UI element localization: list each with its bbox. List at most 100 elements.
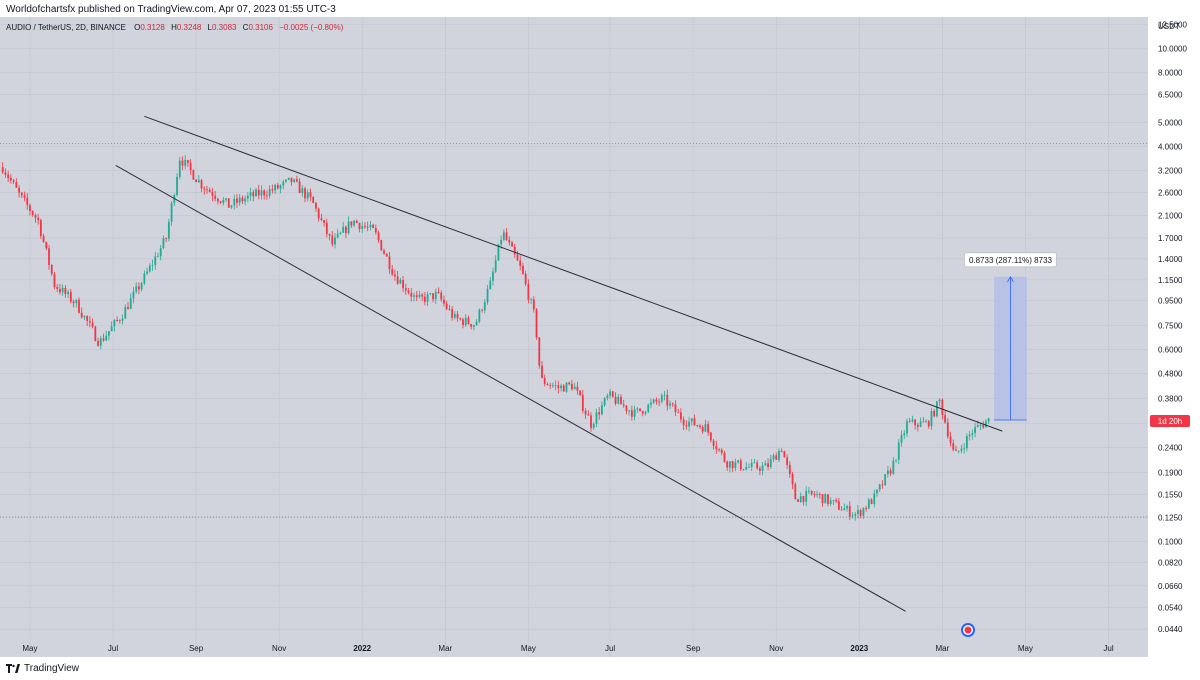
candle-body xyxy=(263,190,266,196)
candle-body xyxy=(936,401,938,417)
candle-body xyxy=(227,198,230,208)
candle-body xyxy=(434,291,437,300)
candle-body xyxy=(922,421,925,423)
candle-body xyxy=(124,307,127,319)
candle-body xyxy=(505,232,508,240)
candle-body xyxy=(524,273,527,284)
candle-body xyxy=(372,224,375,228)
candle-body xyxy=(108,331,110,336)
candle-body xyxy=(873,493,876,505)
candle-body xyxy=(778,450,780,460)
candle-body xyxy=(516,254,519,261)
y-tick-label: 0.0540 xyxy=(1158,603,1183,612)
candle-body xyxy=(440,292,443,300)
candle-body xyxy=(900,435,903,443)
candle-body xyxy=(788,464,791,474)
candle-body xyxy=(195,179,197,183)
candle-body xyxy=(59,288,61,293)
candle-body xyxy=(42,236,45,242)
candle-body xyxy=(737,460,739,463)
price-chart[interactable]: 0.8733 (287.11%) 8733 12.5000 10.0000 8.00… xyxy=(0,0,1200,662)
candle-body xyxy=(410,292,413,297)
upper-trendline xyxy=(144,115,1003,432)
candle-body xyxy=(726,461,729,468)
x-tick-label: Mar xyxy=(935,644,949,653)
candle-body xyxy=(818,494,821,495)
candle-body xyxy=(39,220,42,237)
candle-body xyxy=(249,192,252,196)
candle-body xyxy=(949,436,952,444)
candle-body xyxy=(225,198,227,200)
candle-body xyxy=(157,256,159,257)
candle-body xyxy=(865,507,868,509)
candle-body xyxy=(252,192,255,197)
trendlines[interactable] xyxy=(115,115,1003,612)
candle-body xyxy=(4,172,7,175)
y-tick-label: 3.2000 xyxy=(1158,166,1183,175)
candle-body xyxy=(423,296,426,302)
x-tick-label: 2023 xyxy=(850,644,868,653)
measure-label-box xyxy=(964,252,1057,268)
change-value: −0.0025 (−0.80%) xyxy=(279,23,343,32)
measure-label: 0.8733 (287.11%) 8733 xyxy=(969,256,1053,265)
candle-body xyxy=(562,385,565,392)
plot-area[interactable] xyxy=(0,17,1148,657)
candle-body xyxy=(255,189,257,197)
measure-tool[interactable]: 0.8733 (287.11%) 8733 xyxy=(964,252,1057,421)
candle-body xyxy=(571,384,573,390)
candle-body xyxy=(876,489,878,494)
candle-body xyxy=(963,448,966,450)
brand-name: TradingView xyxy=(24,663,80,674)
y-tick-label: 0.6000 xyxy=(1158,346,1183,355)
candle-body xyxy=(701,426,704,432)
candle-body xyxy=(541,365,543,378)
candle-body xyxy=(187,160,189,163)
y-tick-label: 0.1550 xyxy=(1158,490,1183,499)
candle-body xyxy=(45,241,48,249)
low-value: 0.3083 xyxy=(212,23,237,32)
candle-body xyxy=(301,188,304,194)
candle-body xyxy=(636,408,639,410)
candle-body xyxy=(658,401,661,403)
candle-body xyxy=(546,384,549,386)
candle-body xyxy=(693,418,696,426)
candle-body xyxy=(644,411,647,414)
candle-body xyxy=(919,421,922,427)
x-tick-label: Mar xyxy=(438,644,452,653)
candle-body xyxy=(383,250,385,254)
candle-body xyxy=(80,312,83,318)
candle-body xyxy=(680,412,682,420)
publish-attribution: Worldofchartsfx published on TradingView… xyxy=(6,4,336,15)
price-axis[interactable] xyxy=(1148,17,1200,657)
candle-body xyxy=(464,317,467,326)
candle-body xyxy=(178,160,181,177)
candle-body xyxy=(459,318,462,320)
candle-body xyxy=(83,316,86,318)
candle-body xyxy=(677,412,680,413)
candle-body xyxy=(957,450,960,452)
candle-body xyxy=(974,427,976,434)
candle-body xyxy=(453,314,456,318)
candle-body xyxy=(748,466,750,468)
y-tick-label: 0.4800 xyxy=(1158,369,1183,378)
y-tick-label: 0.1900 xyxy=(1158,469,1183,478)
candle-body xyxy=(350,221,353,226)
candle-body xyxy=(508,239,511,243)
flag-icon[interactable] xyxy=(961,623,975,637)
x-tick-label: Nov xyxy=(769,644,783,653)
candle-body xyxy=(805,491,808,502)
candle-body xyxy=(448,308,451,310)
candle-body xyxy=(132,291,135,299)
candle-body xyxy=(75,299,78,304)
y-tick-label: 1.7000 xyxy=(1158,234,1183,243)
candle-body xyxy=(628,410,631,412)
y-tick-label: 0.1000 xyxy=(1158,537,1183,546)
candle-body xyxy=(206,189,208,191)
candle-body xyxy=(625,405,628,411)
candle-body xyxy=(238,197,241,203)
candle-body xyxy=(443,299,445,304)
grid-lines xyxy=(0,17,1148,657)
y-tick-label: 2.1000 xyxy=(1158,211,1183,220)
candle-body xyxy=(720,449,723,453)
candle-body xyxy=(620,396,622,405)
